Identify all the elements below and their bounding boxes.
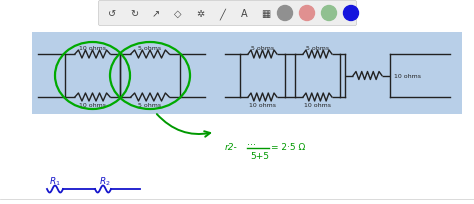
Text: ◇: ◇ <box>174 9 182 19</box>
Text: 10 ohms: 10 ohms <box>249 103 276 108</box>
Text: A: A <box>241 9 247 19</box>
Circle shape <box>277 7 292 21</box>
Text: 10 ohms: 10 ohms <box>394 74 421 79</box>
Text: 5 ohms: 5 ohms <box>306 45 329 50</box>
Text: 5 ohms: 5 ohms <box>251 45 274 50</box>
Text: 10 ohms: 10 ohms <box>304 103 331 108</box>
Text: ▦: ▦ <box>261 9 271 19</box>
Text: ↗: ↗ <box>152 9 160 19</box>
Text: ✲: ✲ <box>196 9 204 19</box>
Text: r2-: r2- <box>225 143 238 152</box>
Text: 10 ohms: 10 ohms <box>79 45 106 50</box>
FancyBboxPatch shape <box>99 1 356 26</box>
Text: = 2·5 Ω: = 2·5 Ω <box>271 143 305 152</box>
Circle shape <box>300 7 315 21</box>
Text: ↺: ↺ <box>108 9 116 19</box>
Text: ↻: ↻ <box>130 9 138 19</box>
Text: 5 ohms: 5 ohms <box>138 103 162 108</box>
Text: 5 ohms: 5 ohms <box>138 45 162 50</box>
Circle shape <box>321 7 337 21</box>
Text: ╱: ╱ <box>219 8 225 20</box>
Text: ···: ··· <box>247 139 256 149</box>
Text: 5+5: 5+5 <box>250 152 269 161</box>
Text: $R_1$: $R_1$ <box>49 175 61 187</box>
Circle shape <box>344 7 358 21</box>
Text: $R_2$: $R_2$ <box>99 175 111 187</box>
Text: 10 ohms: 10 ohms <box>79 103 106 108</box>
FancyBboxPatch shape <box>32 33 462 114</box>
